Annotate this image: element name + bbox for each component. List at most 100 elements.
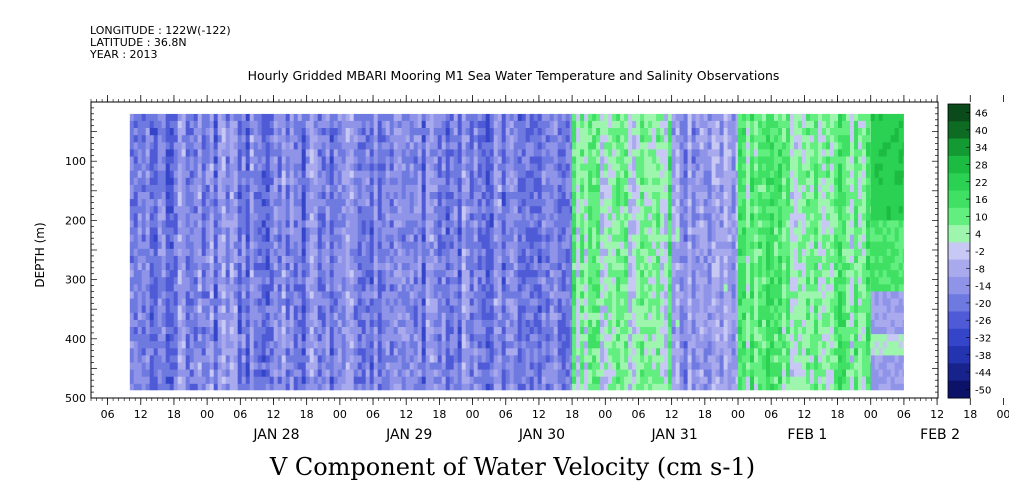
- heat-cell: [313, 113, 319, 122]
- heat-cell: [185, 170, 191, 179]
- heat-cell: [612, 113, 617, 122]
- heat-cell: [632, 113, 637, 122]
- heat-cell: [616, 298, 621, 307]
- heat-cell: [533, 255, 539, 264]
- heat-cell: [616, 319, 621, 328]
- heat-cell: [537, 241, 543, 250]
- heat-cell: [149, 369, 155, 378]
- heat-cell: [341, 319, 347, 328]
- heat-cell: [277, 113, 283, 122]
- heat-cell: [409, 362, 415, 371]
- heat-cell: [173, 255, 179, 264]
- heat-cell: [393, 135, 399, 143]
- heat-cell: [293, 234, 299, 243]
- heat-cell: [553, 341, 559, 349]
- heat-cell: [353, 234, 359, 243]
- heat-cell: [604, 220, 609, 229]
- heat-cell: [345, 156, 351, 165]
- heat-cell: [301, 334, 307, 342]
- heat-cell: [209, 376, 215, 385]
- heat-cell: [517, 277, 523, 285]
- heat-cell: [417, 319, 423, 328]
- heat-cell: [576, 263, 581, 271]
- heat-cell: [193, 213, 199, 221]
- heat-cell: [357, 255, 363, 264]
- heat-cell: [365, 277, 371, 285]
- heat-cell: [193, 142, 199, 150]
- heat-cell: [289, 213, 295, 221]
- heat-cell: [453, 113, 459, 122]
- heat-cell: [169, 312, 175, 321]
- heat-cell: [628, 142, 633, 150]
- heat-cell: [261, 277, 267, 285]
- heat-cell: [177, 220, 183, 229]
- heat-cell: [437, 284, 443, 292]
- heat-cell: [161, 348, 167, 356]
- heat-cell: [429, 220, 435, 229]
- heat-cell: [509, 319, 515, 328]
- heat-cell: [329, 149, 335, 158]
- heat-cell: [281, 184, 287, 193]
- heat-cell: [349, 341, 355, 349]
- heat-cell: [269, 248, 275, 257]
- heat-cell: [549, 192, 555, 200]
- heat-cell: [349, 327, 355, 335]
- heat-cell: [553, 213, 559, 221]
- heat-cell: [485, 383, 491, 392]
- heat-cell: [181, 113, 187, 122]
- heat-cell: [517, 213, 523, 221]
- heat-cell: [600, 355, 605, 364]
- heat-cell: [153, 312, 159, 321]
- heat-cell: [616, 177, 621, 186]
- heat-cell: [161, 277, 167, 285]
- heat-cell: [485, 192, 491, 200]
- heat-cell: [537, 227, 543, 236]
- heat-cell: [313, 213, 319, 221]
- heat-cell: [632, 163, 637, 172]
- heat-cell: [628, 184, 633, 193]
- heat-cell: [569, 348, 575, 356]
- heat-cell: [576, 298, 581, 307]
- heat-cell: [405, 248, 411, 257]
- heat-cell: [173, 192, 179, 200]
- heat-cell: [153, 362, 159, 371]
- heat-cell: [241, 319, 247, 328]
- heat-cell: [197, 319, 203, 328]
- heat-cell: [277, 192, 283, 200]
- heat-cell: [373, 135, 379, 143]
- heat-cell: [289, 383, 295, 392]
- heat-cell: [245, 327, 251, 335]
- heat-cell: [600, 234, 605, 243]
- heat-cell: [628, 376, 633, 385]
- heat-cell: [301, 149, 307, 158]
- heat-cell: [389, 369, 395, 378]
- heat-cell: [193, 241, 199, 250]
- heat-cell: [345, 184, 351, 193]
- heat-cell: [417, 341, 423, 349]
- heat-cell: [429, 284, 435, 292]
- heat-cell: [333, 362, 339, 371]
- heat-cell: [561, 199, 567, 207]
- heat-cell: [181, 383, 187, 392]
- heat-cell: [588, 327, 593, 335]
- heat-cell: [357, 227, 363, 236]
- heat-cell: [489, 177, 495, 186]
- heat-cell: [441, 348, 447, 356]
- heat-cell: [437, 355, 443, 364]
- heat-cell: [405, 355, 411, 364]
- heat-cell: [469, 369, 475, 378]
- heat-cell: [329, 369, 335, 378]
- heat-cell: [237, 227, 243, 236]
- heat-cell: [580, 213, 585, 221]
- heat-cell: [576, 291, 581, 300]
- heat-cell: [249, 170, 255, 179]
- heat-cell: [409, 277, 415, 285]
- heat-cell: [213, 383, 219, 392]
- heat-cell: [285, 348, 291, 356]
- heat-cell: [632, 334, 637, 342]
- heat-cell: [628, 248, 633, 257]
- heat-cell: [580, 220, 585, 229]
- heat-cell: [209, 270, 215, 278]
- heat-cell: [636, 327, 641, 335]
- heat-cell: [345, 149, 351, 158]
